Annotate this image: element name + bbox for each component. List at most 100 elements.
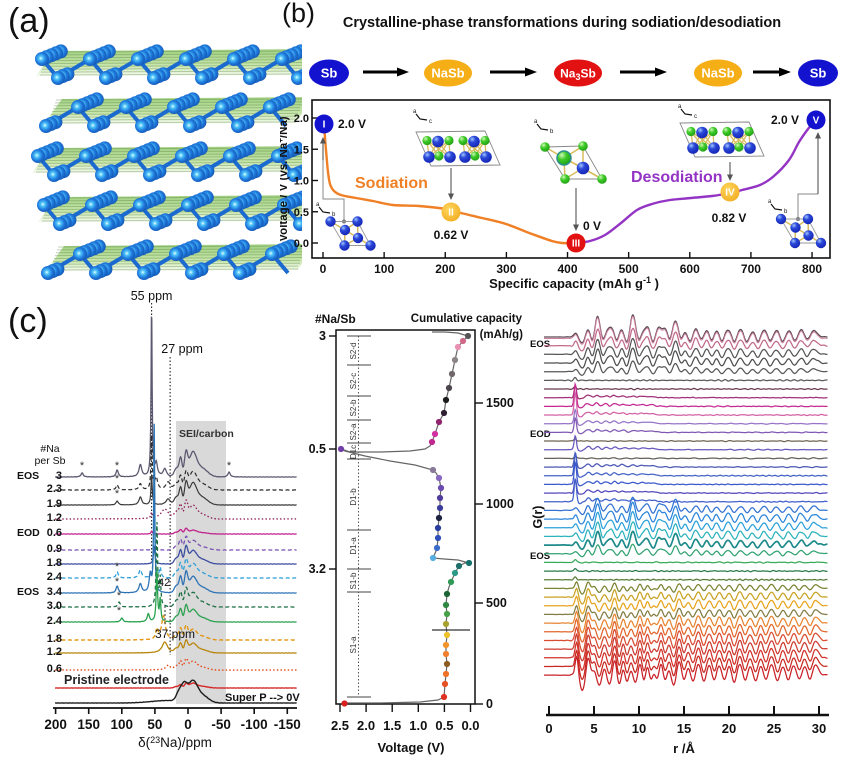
svg-text:S2-a: S2-a	[349, 423, 358, 440]
svg-text:EOS: EOS	[17, 586, 39, 598]
svg-text:3: 3	[319, 329, 326, 343]
svg-text:1500: 1500	[486, 396, 514, 410]
svg-text:10: 10	[632, 721, 646, 736]
svg-text:Super P --> 0V: Super P --> 0V	[225, 692, 300, 704]
svg-text:1.0: 1.0	[409, 718, 427, 733]
svg-text:Voltage / V (vs. Na+/Na): Voltage / V (vs. Na+/Na)	[280, 116, 290, 241]
svg-text:2.4: 2.4	[47, 615, 63, 627]
svg-text:(mAh/g): (mAh/g)	[480, 329, 524, 341]
svg-text:Cumulative capacity: Cumulative capacity	[411, 313, 523, 325]
svg-text:D1-b: D1-b	[349, 488, 358, 506]
svg-text:37 ppm: 37 ppm	[155, 627, 195, 641]
svg-text:EOD: EOD	[17, 527, 40, 539]
svg-text:1.5: 1.5	[383, 718, 401, 733]
svg-text:0.6: 0.6	[47, 527, 62, 539]
svg-text:c: c	[694, 114, 697, 120]
svg-text:5: 5	[590, 721, 597, 736]
svg-text:0: 0	[320, 262, 327, 276]
svg-text:V: V	[813, 116, 820, 127]
svg-text:0 V: 0 V	[583, 219, 601, 233]
svg-text:*: *	[115, 473, 120, 485]
svg-text:D1-a: D1-a	[349, 537, 358, 555]
svg-text:*: *	[80, 460, 85, 472]
svg-text:50: 50	[147, 717, 162, 732]
svg-text:1.8: 1.8	[47, 633, 62, 645]
svg-text:S1-a: S1-a	[349, 636, 358, 653]
svg-text:1.5: 1.5	[294, 144, 309, 156]
svg-text:I: I	[323, 120, 326, 131]
svg-text:3: 3	[56, 470, 62, 482]
svg-text:3.4: 3.4	[47, 586, 63, 598]
svg-text:200: 200	[435, 262, 455, 276]
svg-text:55 ppm: 55 ppm	[131, 289, 173, 303]
svg-text:*: *	[115, 576, 120, 588]
svg-text:0.5: 0.5	[435, 718, 453, 733]
svg-text:Sb: Sb	[810, 66, 827, 81]
svg-text:100: 100	[374, 262, 394, 276]
svg-text:NaSb: NaSb	[701, 66, 734, 81]
svg-text:Sodiation: Sodiation	[355, 175, 428, 192]
svg-text:1000: 1000	[486, 497, 514, 511]
svg-text:3.0: 3.0	[47, 600, 62, 612]
svg-text:#Na: #Na	[40, 443, 59, 455]
svg-text:Crystalline-phase transformati: Crystalline-phase transformations during…	[343, 15, 781, 31]
svg-text:1.2: 1.2	[47, 512, 62, 524]
svg-text:EOS: EOS	[530, 339, 550, 350]
svg-text:3.2: 3.2	[309, 562, 326, 576]
svg-text:600: 600	[680, 262, 700, 276]
svg-text:300: 300	[496, 262, 516, 276]
svg-text:0.0: 0.0	[461, 718, 479, 733]
svg-text:δ(23Na)/ppm: δ(23Na)/ppm	[138, 735, 212, 750]
svg-text:800: 800	[802, 262, 822, 276]
svg-text:*: *	[227, 460, 232, 472]
svg-text:-150: -150	[274, 717, 301, 732]
svg-text:0.9: 0.9	[47, 543, 62, 555]
svg-text:-50: -50	[211, 717, 231, 732]
svg-text:Sb: Sb	[321, 66, 338, 81]
svg-text:NaSb: NaSb	[431, 66, 464, 81]
svg-text:b: b	[550, 129, 554, 135]
svg-text:Specific capacity (mAh g-1 ): Specific capacity (mAh g-1 )	[489, 275, 659, 291]
svg-text:700: 700	[741, 262, 761, 276]
svg-text:500: 500	[486, 596, 507, 610]
svg-text:0: 0	[545, 721, 552, 736]
svg-text:S2-c: S2-c	[349, 373, 358, 389]
svg-text:2.0 V: 2.0 V	[338, 117, 366, 131]
svg-text:0.6: 0.6	[47, 663, 62, 675]
svg-text:Voltage (V): Voltage (V)	[378, 740, 445, 755]
svg-text:(b): (b)	[282, 0, 315, 28]
svg-text:a: a	[316, 202, 320, 208]
svg-text:G(r): G(r)	[531, 506, 545, 529]
svg-text:1.0: 1.0	[294, 176, 309, 188]
svg-text:a: a	[534, 119, 538, 125]
svg-text:r /Å: r /Å	[673, 741, 695, 756]
svg-text:b: b	[332, 212, 336, 218]
svg-text:#Na/Sb: #Na/Sb	[315, 312, 356, 326]
svg-text:25: 25	[767, 721, 781, 736]
svg-text:15: 15	[677, 721, 691, 736]
svg-text:IV: IV	[725, 188, 735, 199]
svg-text:-100: -100	[241, 717, 268, 732]
svg-text:b: b	[784, 209, 788, 215]
svg-text:200: 200	[44, 717, 67, 732]
svg-text:*: *	[115, 488, 120, 500]
svg-text:*: *	[115, 460, 120, 472]
svg-text:0.0: 0.0	[294, 238, 309, 250]
svg-text:EOD: EOD	[530, 429, 551, 440]
svg-text:42: 42	[158, 577, 170, 589]
svg-text:*: *	[117, 590, 122, 602]
svg-text:a: a	[768, 199, 772, 205]
svg-text:EOS: EOS	[530, 551, 550, 562]
svg-text:Pristine electrode: Pristine electrode	[64, 673, 169, 687]
svg-text:S2-b: S2-b	[349, 399, 358, 416]
svg-text:EOS: EOS	[17, 470, 39, 482]
svg-text:2.4: 2.4	[47, 571, 63, 583]
svg-text:II: II	[448, 208, 454, 219]
svg-text:1.9: 1.9	[47, 498, 62, 510]
svg-text:c: c	[429, 119, 432, 125]
svg-text:2.0: 2.0	[357, 718, 375, 733]
svg-text:500: 500	[619, 262, 639, 276]
svg-text:Na3Sb: Na3Sb	[560, 67, 596, 83]
svg-text:0: 0	[486, 697, 493, 711]
svg-text:20: 20	[722, 721, 736, 736]
